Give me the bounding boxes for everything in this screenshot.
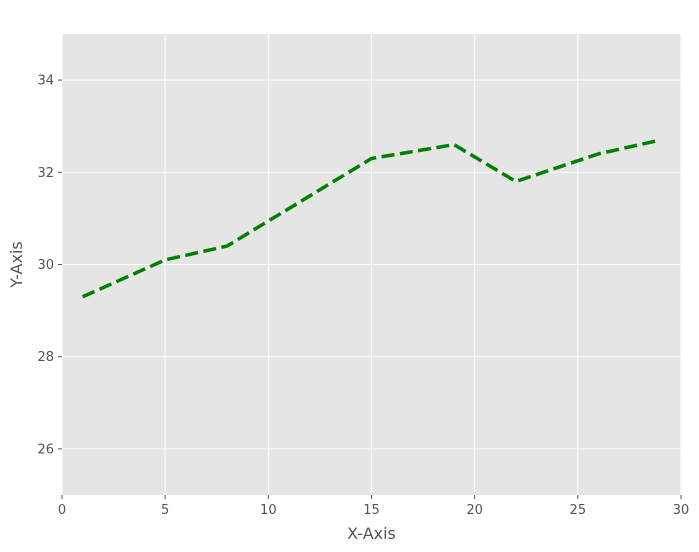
x-axis-label: X-Axis <box>347 524 396 543</box>
x-tick-label: 30 <box>673 503 690 518</box>
y-tick-label: 30 <box>37 258 54 273</box>
y-tick-label: 34 <box>37 74 54 89</box>
x-tick-label: 15 <box>363 503 380 518</box>
x-tick-label: 10 <box>260 503 277 518</box>
y-axis-label: Y-Axis <box>7 241 26 289</box>
x-tick-label: 0 <box>58 503 66 518</box>
series-layer <box>81 138 661 299</box>
x-tick-label: 5 <box>161 503 169 518</box>
series-line <box>81 138 661 299</box>
y-tick-label: 32 <box>37 166 54 181</box>
axis-ticks: 0 5 10 15 20 25 30 26 28 30 32 34 <box>37 74 689 518</box>
y-tick-label: 26 <box>37 442 54 457</box>
x-tick-label: 25 <box>570 503 587 518</box>
grid-lines <box>61 34 682 495</box>
x-tick-label: 20 <box>466 503 483 518</box>
y-tick-label: 28 <box>37 350 54 365</box>
